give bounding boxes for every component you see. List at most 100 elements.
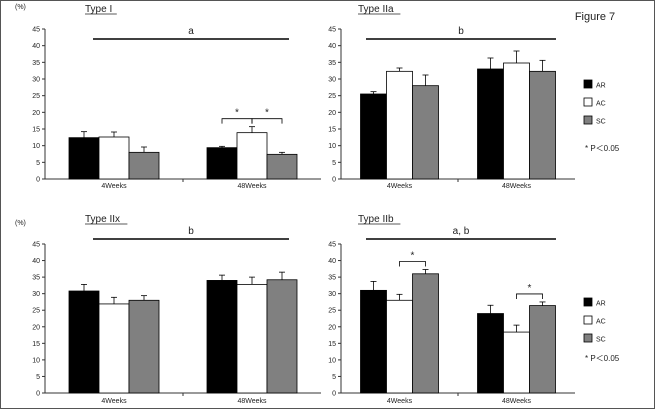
bar-ar [68, 290, 100, 394]
y-tick-label: 5 [332, 160, 336, 167]
bar-ac [503, 331, 530, 394]
x-category-label: 48Weeks [237, 183, 267, 190]
x-category-label: 4Weeks [387, 398, 413, 405]
chart-panel-4: 0 5 10 15 20 25 30 35 40 45 4Weeks 48Weeks * * a, b Typ… [328, 214, 575, 405]
panel-title: Type IIx [85, 214, 120, 225]
y-tick-label: 5 [36, 374, 40, 381]
bar-sc [128, 299, 160, 394]
legend-swatch-ac [583, 315, 593, 325]
y-tick-label: 15 [328, 341, 336, 348]
y-tick-label: 5 [36, 160, 40, 167]
bar-ar [477, 313, 504, 394]
y-tick-label: 25 [32, 93, 40, 100]
y-tick-label: 25 [328, 93, 336, 100]
bar-sc [412, 273, 439, 394]
y-tick-label: 30 [328, 77, 336, 84]
x-category-label: 48Weeks [237, 398, 267, 405]
y-tick-label: 40 [32, 43, 40, 50]
legend-2: AR AC SC * P＜0.05 [583, 297, 620, 363]
bar-sc [266, 153, 298, 180]
bar-ar [360, 93, 387, 180]
bar-sc [128, 151, 160, 180]
legend-p-note: * P＜0.05 [585, 354, 620, 363]
y-tick-label: 45 [32, 242, 40, 249]
significance-bracket [516, 293, 543, 299]
bar-sc [529, 70, 556, 180]
chart-panel-1: 0 5 10 15 20 25 30 35 40 45 4Weeks 48Weeks * * a Type I… [15, 4, 321, 190]
legend-1: AR AC SC * P＜0.05 [583, 79, 620, 153]
y-tick-label: 15 [328, 127, 336, 134]
bar-ar [360, 289, 387, 394]
y-tick-label: 10 [32, 143, 40, 150]
y-tick-label: 35 [32, 60, 40, 67]
bar-ac [386, 299, 413, 394]
bar-ar [68, 137, 100, 180]
y-tick-label: 30 [32, 291, 40, 298]
y-tick-label: 45 [328, 242, 336, 249]
y-tick-label: 30 [328, 291, 336, 298]
significance-star: * [265, 108, 269, 119]
y-tick-label: 20 [32, 324, 40, 331]
x-category-label: 48Weeks [502, 183, 532, 190]
y-tick-label: 5 [332, 374, 336, 381]
bar-sc [529, 305, 556, 394]
x-category-label: 4Weeks [101, 398, 127, 405]
bar-ac [98, 303, 130, 394]
bar-sc [412, 85, 439, 180]
y-tick-label: 20 [328, 110, 336, 117]
legend-swatch-ar [583, 297, 593, 307]
bar-ar [477, 68, 504, 180]
legend-label-ac: AC [596, 319, 606, 326]
chart-panel-3: 0 5 10 15 20 25 30 35 40 45 4Weeks 48Weeks b Type IIx… [15, 214, 321, 405]
bar-ac [98, 136, 130, 180]
y-tick-label: 40 [328, 43, 336, 50]
bar-ac [236, 283, 268, 394]
legend-swatch-ar [583, 79, 593, 89]
bar-ac [386, 70, 413, 180]
y-tick-label: 45 [32, 27, 40, 34]
y-tick-label: 35 [32, 275, 40, 282]
x-category-label: 4Weeks [387, 183, 413, 190]
significance-star: * [235, 108, 239, 119]
y-tick-label: 0 [36, 391, 40, 398]
y-tick-label: 40 [328, 258, 336, 265]
bar-ar [206, 147, 238, 180]
significance-bracket [251, 118, 283, 124]
group-significance-label: a [188, 26, 194, 37]
panel-title: Type IIa [358, 4, 394, 15]
figure-label: Figure 7 [575, 11, 615, 23]
panel-title: Type I [85, 4, 112, 15]
y-tick-label: 15 [32, 341, 40, 348]
bar-ac [503, 62, 530, 180]
legend-swatch-sc [583, 333, 593, 343]
y-tick-label: 0 [36, 177, 40, 184]
legend-label-ac: AC [596, 101, 606, 108]
group-significance-label: b [188, 226, 194, 237]
y-tick-label: 0 [332, 177, 336, 184]
y-unit-label: (%) [15, 4, 26, 11]
y-tick-label: 30 [32, 77, 40, 84]
chart-panel-2: 0 5 10 15 20 25 30 35 40 45 4Weeks 48Weeks b Type IIa [328, 4, 575, 190]
legend-p-note: * P＜0.05 [585, 144, 620, 153]
y-tick-label: 25 [32, 308, 40, 315]
y-tick-label: 15 [32, 127, 40, 134]
bar-ar [206, 280, 238, 394]
y-tick-label: 10 [328, 143, 336, 150]
y-tick-label: 35 [328, 60, 336, 67]
y-unit-label: (%) [15, 220, 26, 227]
x-category-label: 48Weeks [502, 398, 532, 405]
significance-star: * [411, 250, 415, 261]
y-tick-label: 10 [328, 357, 336, 364]
y-tick-label: 20 [32, 110, 40, 117]
legend-label-ar: AR [596, 301, 606, 308]
y-tick-label: 0 [332, 391, 336, 398]
bar-sc [266, 279, 298, 394]
significance-bracket [399, 261, 426, 267]
y-tick-label: 10 [32, 357, 40, 364]
bar-ac [236, 132, 268, 180]
legend-label-sc: SC [596, 337, 606, 344]
y-tick-label: 35 [328, 275, 336, 282]
y-tick-label: 20 [328, 324, 336, 331]
